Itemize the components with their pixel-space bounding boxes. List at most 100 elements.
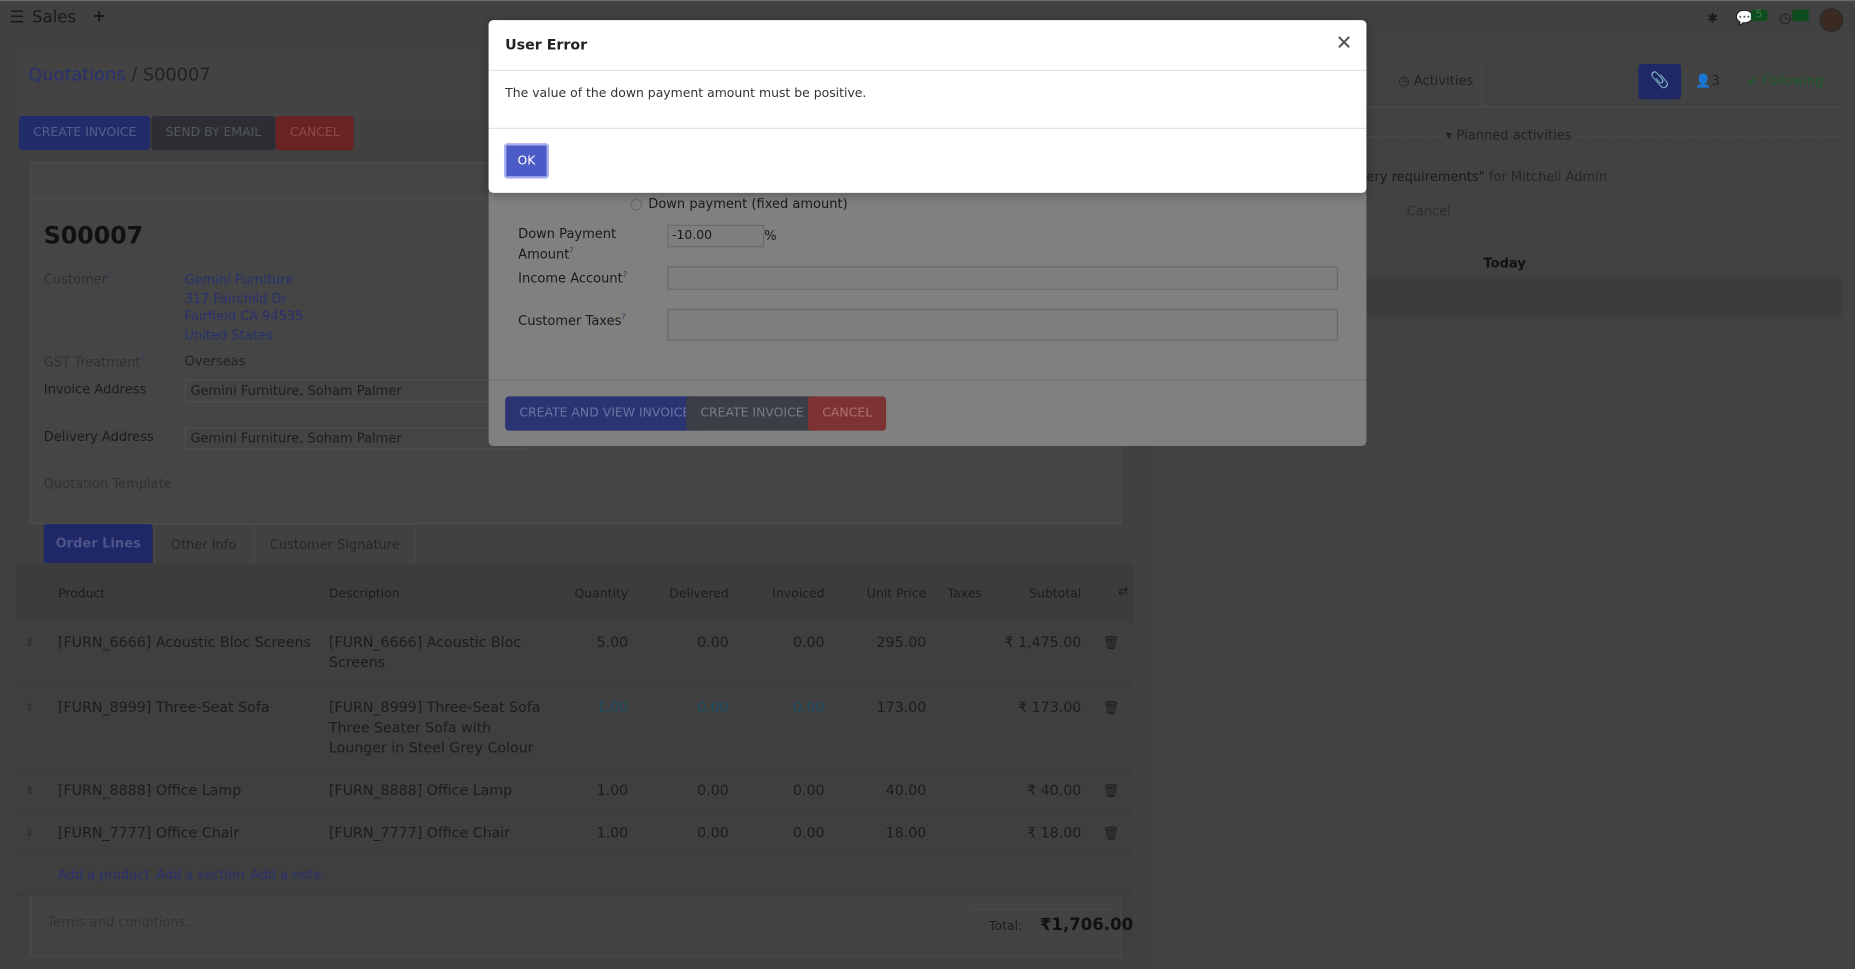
- activity-cancel-link[interactable]: Cancel: [1406, 203, 1451, 219]
- col-invoiced[interactable]: Invoiced: [772, 586, 825, 601]
- planned-activities-toggle[interactable]: ▾ Planned activities: [1440, 127, 1577, 144]
- following-button[interactable]: ✔ Following: [1747, 73, 1824, 89]
- subtotal-cell[interactable]: ₹ 18.00: [1027, 824, 1082, 842]
- unit-price-cell[interactable]: 173.00: [876, 699, 927, 716]
- table-row[interactable]: [15, 812, 1134, 855]
- description-cell[interactable]: [FURN_6666] Acoustic Bloc Screens: [329, 633, 542, 673]
- down-payment-amount-input[interactable]: -10.00: [667, 224, 765, 248]
- customer-name[interactable]: Gemini Furniture: [184, 272, 294, 288]
- planned-divider: [1366, 136, 1840, 138]
- trash-icon[interactable]: 🗑: [1102, 635, 1120, 651]
- product-cell[interactable]: [FURN_8999] Three-Seat Sofa: [57, 699, 270, 716]
- quantity-cell[interactable]: 5.00: [596, 634, 629, 651]
- delivered-cell[interactable]: 0.00: [697, 781, 729, 799]
- description-cell[interactable]: [FURN_8999] Three-Seat Sofa Three Seater …: [329, 698, 542, 758]
- quantity-cell[interactable]: 1.00: [596, 824, 629, 842]
- plus-icon[interactable]: +: [92, 7, 107, 27]
- customer-field[interactable]: Gemini Furniture 317 Fairchild Dr Fairfi…: [185, 271, 304, 344]
- delivered-cell[interactable]: 0.00: [697, 699, 729, 716]
- hamburger-icon[interactable]: ☰: [9, 8, 25, 28]
- col-quantity[interactable]: Quantity: [574, 586, 629, 601]
- delivered-cell[interactable]: 0.00: [697, 634, 729, 651]
- col-subtotal[interactable]: Subtotal: [1029, 586, 1082, 601]
- dialog-header-divider: [488, 69, 1367, 71]
- table-row[interactable]: [15, 621, 1134, 687]
- wizard-cancel-button[interactable]: CANCEL: [808, 396, 887, 431]
- col-product[interactable]: Product: [57, 586, 106, 601]
- send-by-email-button[interactable]: SEND BY EMAIL: [151, 115, 276, 151]
- cancel-button[interactable]: CANCEL: [275, 115, 354, 151]
- col-description[interactable]: Description: [328, 586, 400, 601]
- add-section-link[interactable]: Add a section: [156, 867, 245, 883]
- product-cell[interactable]: [FURN_7777] Office Chair: [57, 824, 240, 842]
- col-taxes[interactable]: Taxes: [947, 586, 982, 601]
- customer-address-line: United States: [184, 327, 273, 343]
- create-invoice-button[interactable]: CREATE INVOICE: [18, 115, 151, 151]
- ok-button[interactable]: OK: [503, 143, 549, 179]
- description-cell[interactable]: [FURN_8888] Office Lamp: [329, 781, 542, 801]
- breadcrumb-quotations[interactable]: Quotations: [28, 63, 126, 86]
- delivery-address-input[interactable]: Gemini Furniture, Soham Palmer: [184, 427, 528, 450]
- app-name[interactable]: Sales: [31, 8, 77, 28]
- quantity-cell[interactable]: 1.00: [596, 781, 629, 799]
- trash-icon[interactable]: 🗑: [1102, 783, 1120, 799]
- terms-input[interactable]: Terms and conditions...: [47, 914, 198, 930]
- add-note-link[interactable]: Add a note: [250, 867, 322, 883]
- total-label: Total:: [989, 919, 1023, 934]
- column-settings-icon[interactable]: ⇄: [1117, 584, 1129, 599]
- create-and-view-invoice-button[interactable]: CREATE AND VIEW INVOICE: [505, 396, 705, 431]
- record-title: S00007: [43, 221, 144, 250]
- table-row[interactable]: [15, 686, 1134, 769]
- table-row[interactable]: [15, 769, 1134, 812]
- clock-icon[interactable]: ◷: [1779, 9, 1792, 27]
- radio-fixed-amount[interactable]: [630, 198, 643, 211]
- followers-button[interactable]: 👤3: [1695, 73, 1720, 89]
- drag-handle-icon[interactable]: ⇕: [24, 702, 34, 715]
- breadcrumb-current: S00007: [142, 63, 211, 86]
- quantity-cell[interactable]: 1.00: [596, 699, 629, 716]
- description-cell[interactable]: [FURN_7777] Office Chair: [329, 823, 542, 843]
- delivery-address-label: Delivery Address?: [43, 428, 159, 445]
- dialog-title: User Error: [505, 36, 588, 54]
- income-account-label: Income Account?: [518, 269, 628, 286]
- invoice-address-label: Invoice Address?: [43, 380, 151, 398]
- invoiced-cell[interactable]: 0.00: [792, 824, 825, 842]
- close-icon[interactable]: ✕: [1335, 31, 1353, 56]
- drag-handle-icon[interactable]: ⇕: [24, 828, 34, 840]
- paperclip-icon[interactable]: 📎: [1638, 63, 1682, 100]
- gst-label: GST Treatment?: [43, 353, 145, 370]
- invoiced-cell[interactable]: 0.00: [792, 781, 825, 799]
- product-cell[interactable]: [FURN_6666] Acoustic Bloc Screens: [57, 634, 311, 651]
- avatar[interactable]: [1819, 8, 1844, 32]
- table-header: [15, 564, 1134, 622]
- delivered-cell[interactable]: 0.00: [697, 824, 729, 842]
- bug-icon[interactable]: ✱: [1707, 10, 1719, 27]
- invoice-address-input[interactable]: Gemini Furniture, Soham Palmer: [184, 379, 528, 403]
- wizard-create-invoice-button[interactable]: CREATE INVOICE: [686, 396, 818, 431]
- invoiced-cell[interactable]: 0.00: [792, 634, 825, 651]
- tab-customer-signature[interactable]: Customer Signature: [254, 524, 416, 564]
- unit-price-cell[interactable]: 40.00: [885, 781, 927, 799]
- income-account-input[interactable]: [667, 266, 1339, 290]
- activities-button[interactable]: ◷ Activities: [1366, 59, 1483, 107]
- trash-icon[interactable]: 🗑: [1102, 700, 1120, 716]
- drag-handle-icon[interactable]: ⇕: [24, 785, 34, 798]
- subtotal-cell[interactable]: ₹ 173.00: [1018, 699, 1082, 716]
- messages-icon[interactable]: 💬: [1735, 9, 1754, 27]
- trash-icon[interactable]: 🗑: [1102, 825, 1120, 842]
- customer-taxes-input[interactable]: [667, 308, 1339, 341]
- col-unit-price[interactable]: Unit Price: [866, 586, 927, 601]
- tab-other-info[interactable]: Other Info: [153, 524, 254, 564]
- radio-fixed-amount-label[interactable]: Down payment (fixed amount): [648, 196, 848, 212]
- subtotal-cell[interactable]: ₹ 40.00: [1027, 781, 1082, 799]
- messages-badge: 5: [1750, 9, 1768, 22]
- invoiced-cell[interactable]: 0.00: [792, 699, 825, 716]
- drag-handle-icon[interactable]: ⇕: [24, 637, 34, 650]
- add-product-link[interactable]: Add a product: [57, 867, 150, 883]
- col-delivered[interactable]: Delivered: [669, 586, 729, 601]
- tab-order-lines[interactable]: Order Lines: [43, 524, 153, 564]
- subtotal-cell[interactable]: ₹ 1,475.00: [1004, 634, 1082, 651]
- product-cell[interactable]: [FURN_8888] Office Lamp: [57, 781, 242, 799]
- unit-price-cell[interactable]: 18.00: [885, 824, 927, 842]
- unit-price-cell[interactable]: 295.00: [876, 634, 927, 651]
